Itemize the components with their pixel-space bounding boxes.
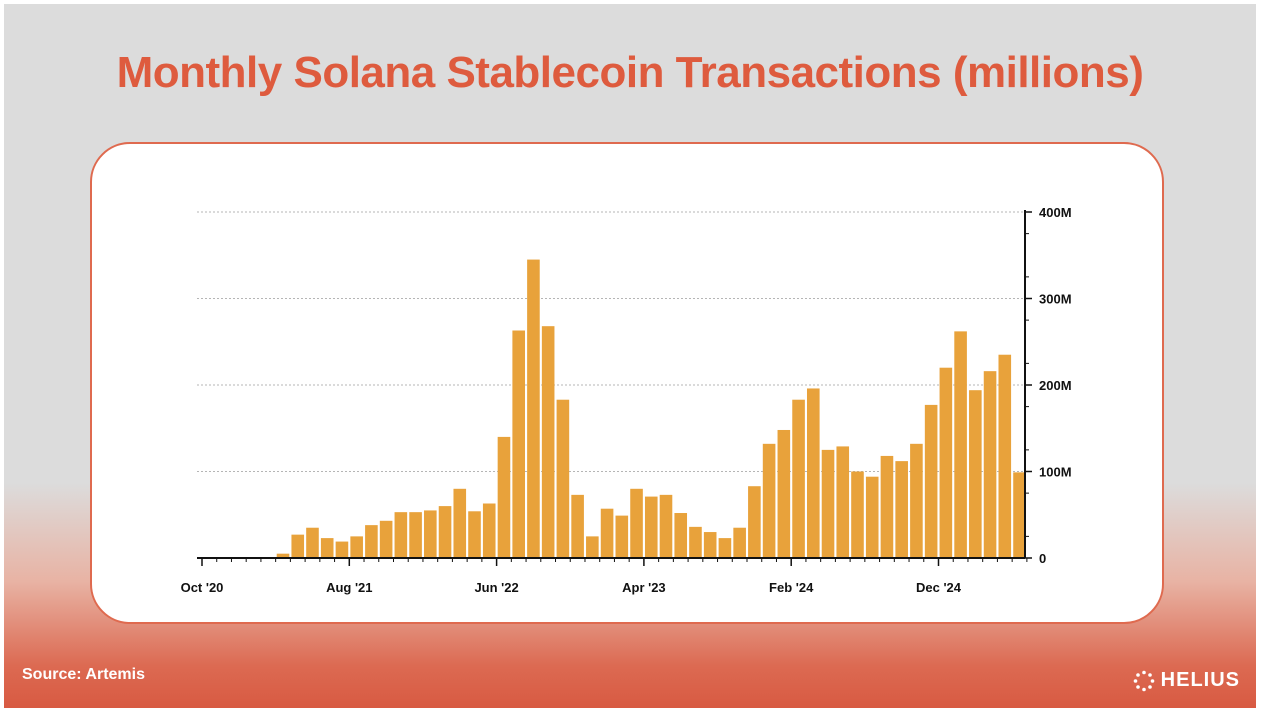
bar: [527, 259, 540, 558]
bar: [541, 326, 555, 558]
x-tick-label: Dec '24: [916, 580, 962, 595]
y-tick-label: 0: [1039, 551, 1046, 566]
x-tick-label: Oct '20: [181, 580, 224, 595]
bar: [1013, 472, 1026, 558]
bar: [571, 494, 584, 558]
brand-name: HELIUS: [1160, 669, 1240, 691]
bar: [512, 330, 525, 558]
bar: [836, 446, 850, 558]
bar: [748, 486, 761, 558]
y-tick-label: 400M: [1039, 205, 1072, 220]
bar: [806, 388, 820, 558]
bar: [644, 496, 658, 558]
bar: [409, 512, 422, 558]
bar: [630, 488, 643, 558]
x-tick-label: Aug '21: [326, 580, 372, 595]
bar: [939, 367, 953, 558]
bar: [453, 488, 467, 558]
bar: [689, 526, 702, 558]
bar: [674, 513, 688, 558]
chart-title: Monthly Solana Stablecoin Transactions (…: [116, 48, 1144, 97]
bar: [394, 512, 408, 558]
bar: [586, 536, 599, 558]
bar: [468, 511, 481, 558]
bar: [983, 371, 997, 558]
bar: [659, 494, 673, 558]
bar: [998, 354, 1012, 558]
y-tick-label: 100M: [1039, 465, 1072, 480]
bar: [335, 541, 349, 558]
bar: [792, 399, 805, 558]
y-tick-label: 200M: [1039, 378, 1072, 393]
bar: [895, 461, 908, 558]
y-tick-label: 300M: [1039, 292, 1072, 307]
bar: [969, 390, 982, 558]
bar-chart: 0 100M 200M 300M 400M Oct '20 Aug '21 Jun '22 Ap…: [181, 205, 1072, 595]
bar: [718, 538, 732, 558]
bar: [306, 527, 319, 558]
bar: [777, 429, 791, 558]
helius-logo-icon: [1133, 670, 1154, 691]
bar: [424, 510, 437, 558]
bar: [851, 471, 864, 558]
x-tick-label: Jun '22: [474, 580, 518, 595]
bar: [350, 536, 363, 558]
bar: [320, 538, 334, 558]
bar: [291, 534, 305, 558]
bar: [482, 503, 496, 558]
x-tick-label: Apr '23: [622, 580, 666, 595]
bar: [497, 436, 511, 558]
bar: [379, 520, 393, 558]
bar: [924, 404, 938, 558]
bar: [910, 443, 923, 558]
bar: [865, 476, 879, 558]
x-tick-label: Feb '24: [769, 580, 814, 595]
bar: [954, 331, 967, 558]
bar: [276, 553, 290, 558]
brand-logo: HELIUS: [1133, 669, 1240, 692]
bar: [615, 515, 629, 558]
source-label: Source: Artemis: [22, 666, 145, 683]
bar: [821, 449, 835, 558]
bar: [762, 443, 776, 558]
chart-card: 0 100M 200M 300M 400M Oct '20 Aug '21 Jun '22 Ap…: [90, 142, 1164, 624]
bar: [733, 527, 746, 558]
bar: [365, 525, 378, 558]
slide: Monthly Solana Stablecoin Transactions (…: [4, 4, 1256, 708]
bar: [600, 508, 614, 558]
bar: [556, 399, 570, 558]
bar: [703, 532, 717, 558]
bar: [880, 455, 894, 558]
bar: [438, 506, 452, 558]
